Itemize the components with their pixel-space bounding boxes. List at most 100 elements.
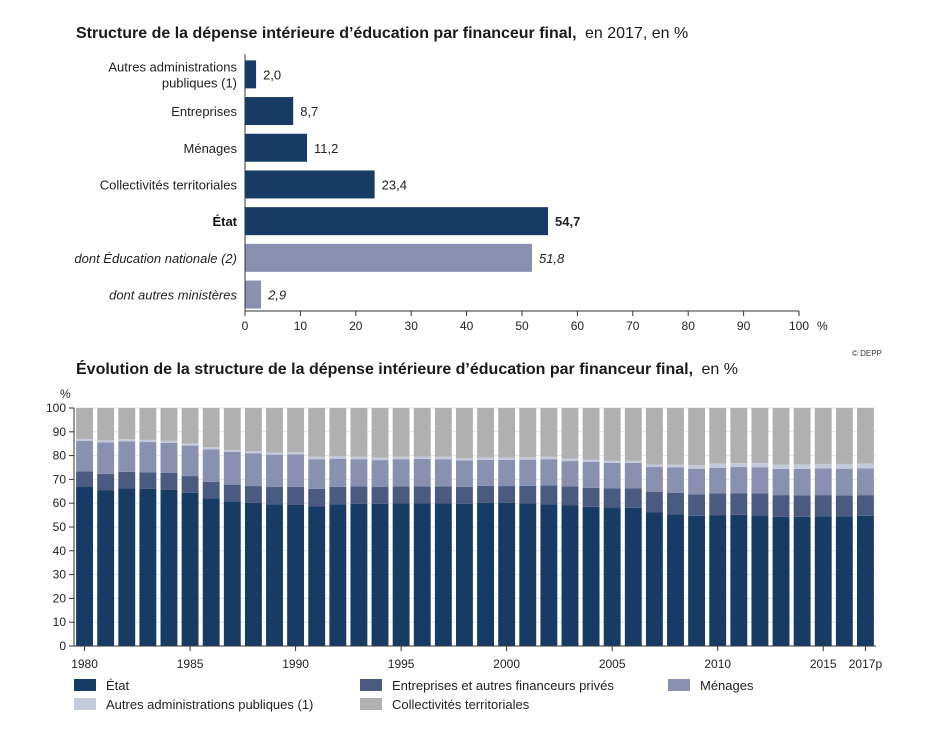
x-tick-label: 50 [515,319,529,333]
x-tick-label: 2010 [704,657,731,671]
bar-segment-entreprises [772,495,790,517]
legend-label-menages: Ménages [700,678,754,693]
legend-label-autres_admin: Autres administrations publiques (1) [106,697,313,712]
bar-segment-entreprises [287,486,305,505]
bar-segment-collectivites [751,408,769,464]
bar-segment-etat [118,488,136,646]
bar-segment-collectivites [392,408,410,457]
bar-segment-collectivites [287,408,305,453]
category-label-6: dont autres ministères [109,288,237,303]
bar-6 [245,280,262,309]
bar-segment-menages [751,467,769,494]
legend-label-collectivites: Collectivités territoriales [392,697,530,712]
bar-value-label-1: 8,7 [300,104,318,119]
bar-segment-menages [603,462,621,489]
bar-segment-menages [814,468,832,496]
bar-segment-collectivites [814,408,832,464]
bar-segment-collectivites [835,408,853,464]
bar-segment-autres_admin [519,457,537,460]
bar-segment-autres_admin [434,456,452,460]
bar-segment-menages [413,458,431,487]
category-label-1: Entreprises [171,104,237,119]
bar-segment-collectivites [582,408,600,460]
x-tick-label: 1985 [177,657,204,671]
bar-segment-etat [857,515,874,646]
bar-2 [245,133,308,162]
bar-segment-entreprises [76,471,93,488]
bar-segment-menages [456,460,473,488]
x-unit-label: % [817,319,828,333]
bar-segment-entreprises [223,484,241,502]
bar-segment-entreprises [730,493,748,515]
bar-segment-collectivites [266,408,283,453]
category-label-4: État [212,214,237,229]
legend-swatch-etat [74,679,96,691]
x-tick-label: 1995 [388,657,415,671]
bar-segment-etat [202,498,220,646]
bar-segment-entreprises [477,485,494,503]
x-tick-label: 2015 [810,657,837,671]
bar-segment-collectivites [456,408,473,458]
bar-segment-menages [498,459,516,487]
x-tick-label: 90 [737,319,751,333]
bar-segment-entreprises [181,476,199,493]
bar-segment-menages [477,459,494,486]
bar-segment-menages [561,461,579,487]
bar-segment-autres_admin [76,438,93,441]
bar-segment-entreprises [667,492,684,515]
legend-swatch-autres_admin [74,698,96,710]
bar-segment-etat [751,515,769,646]
bar-segment-autres_admin [371,457,389,461]
bar-segment-etat [266,504,283,646]
bar-segment-etat [667,514,684,646]
y-tick-label: 50 [53,520,67,534]
x-tick-label: 2017p [849,657,883,671]
bar-segment-etat [456,503,473,646]
x-tick-label: 70 [626,319,640,333]
bar-segment-collectivites [202,408,220,448]
bar-segment-entreprises [97,473,115,491]
bar-segment-entreprises [202,481,220,499]
y-tick-label: 100 [46,401,66,415]
bar-segment-autres_admin [266,452,283,455]
category-label-2: Ménages [184,141,238,156]
bar-1 [245,97,294,126]
bar-segment-collectivites [561,408,579,459]
bar-segment-menages [160,442,178,473]
bar-segment-autres_admin [139,439,157,443]
x-tick-label: 2005 [599,657,626,671]
bar-segment-autres_admin [624,460,642,463]
x-tick-label: 2000 [493,657,520,671]
y-tick-label: 70 [53,472,67,486]
bar-segment-menages [350,459,368,487]
bar-value-label-6: 2,9 [267,288,286,303]
bar-segment-autres_admin [772,464,790,469]
bar-segment-autres_admin [688,465,706,469]
bar-segment-autres_admin [202,447,220,450]
bar-segment-menages [76,440,93,472]
chart2-title: Évolution de la structure de la dépense … [76,359,738,378]
bar-segment-entreprises [160,472,178,490]
bar-segment-entreprises [308,488,326,507]
bar-segment-autres_admin [730,463,748,468]
bar-segment-etat [223,501,241,646]
bar-segment-autres_admin [751,463,769,468]
bar-segment-menages [582,462,600,488]
bar-segment-menages [266,454,283,488]
bar-segment-etat [688,515,706,646]
bar-segment-autres_admin [814,463,832,469]
bar-segment-collectivites [308,408,326,457]
bar-segment-etat [181,492,199,646]
bar-segment-etat [434,503,452,646]
bar-segment-menages [540,459,558,486]
bar-segment-menages [835,468,853,496]
bar-segment-entreprises [603,488,621,508]
bar-segment-menages [392,459,410,487]
bar-segment-entreprises [645,492,663,513]
category-label-0: Autres administrations [108,59,237,74]
bar-segment-entreprises [329,486,347,505]
bar-segment-menages [287,454,305,487]
y-tick-label: 0 [59,639,66,653]
